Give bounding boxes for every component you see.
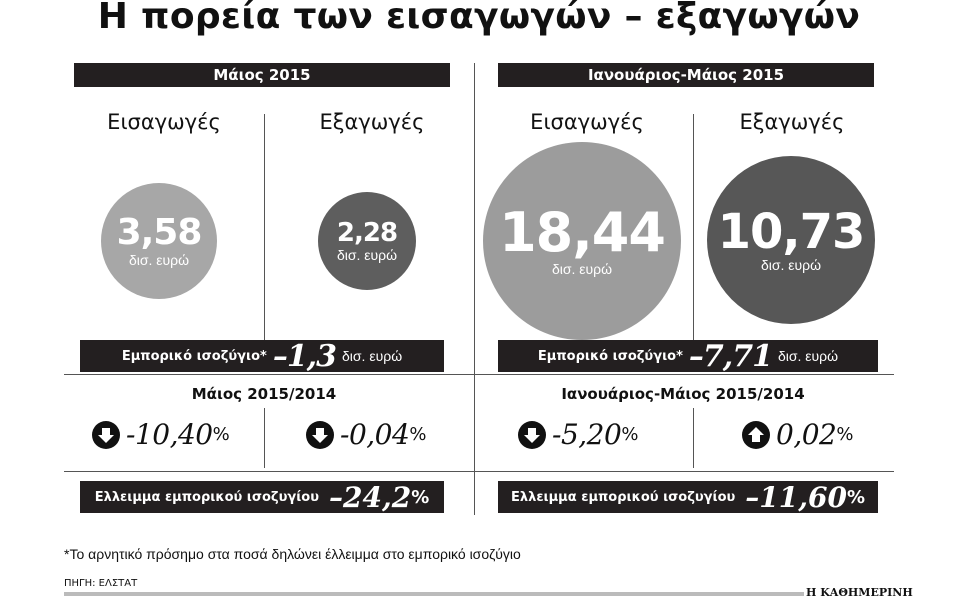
left-balance-bar: Εμπορικό ισοζύγιο* –1,3 δισ. ευρώ: [80, 338, 444, 374]
right-exports-value: 10,73: [717, 204, 866, 260]
right-compare-label: Ιανουάριος-Μάιος 2015/2014: [561, 385, 805, 403]
right-imports-value: 18,44: [499, 201, 666, 264]
left-exports-label: Εξαγωγές: [319, 110, 425, 134]
right-exports-label: Εξαγωγές: [739, 110, 845, 134]
right-divider: [693, 114, 694, 340]
right-imports-circle: 18,44 δισ. ευρώ: [483, 142, 681, 340]
left-exports-unit: δισ. ευρώ: [336, 247, 398, 263]
page-title: Η πορεία των εισαγωγών – εξαγωγών: [97, 0, 861, 37]
right-deficit-value: –11,60: [745, 480, 847, 514]
right-panel-header: Ιανουάριος-Μάιος 2015: [498, 63, 874, 87]
right-exports-change-value: 0,02: [776, 418, 837, 451]
arrow-up-icon: [742, 420, 770, 449]
left-imports-unit: δισ. ευρώ: [128, 252, 190, 268]
left-balance-value: –1,3: [272, 338, 337, 374]
left-exports-change-unit: %: [409, 424, 427, 445]
left-compare-divider: [264, 408, 265, 468]
left-divider: [264, 114, 265, 340]
left-imports-value: 3,58: [116, 212, 203, 253]
footnote: *Το αρνητικό πρόσημο στα ποσά δηλώνει έλ…: [64, 546, 521, 562]
right-balance-value: –7,71: [688, 338, 773, 374]
right-imports-change-value: -5,20: [552, 418, 622, 451]
left-exports-value: 2,28: [336, 218, 398, 248]
left-imports-circle: 3,58 δισ. ευρώ: [101, 183, 217, 299]
left-balance-label: Εμπορικό ισοζύγιο*: [121, 348, 267, 364]
left-imports-label: Εισαγωγές: [107, 110, 221, 134]
right-separator: [474, 374, 894, 375]
left-balance-unit: δισ. ευρώ: [342, 348, 403, 364]
right-compare-divider: [693, 408, 694, 468]
right-deficit-bar: Ελλειμμα εμπορικού ισοζυγίου –11,60%: [498, 480, 878, 514]
brand-logo: Η ΚΑΘΗΜΕΡΙΝΗ: [806, 586, 913, 599]
left-exports-change-value: -0,04: [340, 418, 410, 451]
source-credit: ΠΗΓΗ: ΕΛΣΤΑΤ: [64, 578, 138, 589]
left-imports-change: -10,40%: [92, 418, 230, 451]
right-exports-change: 0,02%: [742, 418, 853, 451]
left-deficit-label: Ελλειμμα εμπορικού ισοζυγίου: [94, 489, 320, 505]
arrow-down-icon: [306, 420, 334, 449]
left-exports-circle: 2,28 δισ. ευρώ: [318, 192, 416, 290]
right-deficit-label: Ελλειμμα εμπορικού ισοζυγίου: [510, 489, 736, 505]
arrow-down-icon: [92, 420, 120, 449]
right-deficit-unit: %: [846, 486, 866, 508]
arrow-down-icon: [518, 420, 546, 449]
right-balance-unit: δισ. ευρώ: [777, 348, 839, 364]
left-deficit-value: –24,2: [329, 480, 412, 514]
right-exports-change-unit: %: [836, 424, 854, 445]
center-divider: [474, 63, 475, 515]
right-imports-change: -5,20%: [518, 418, 638, 451]
footer-rule: [64, 592, 804, 596]
right-balance-label: Εμπορικό ισοζύγιο*: [537, 348, 683, 364]
left-deficit-bar: Ελλειμμα εμπορικού ισοζυγίου –24,2%: [80, 480, 444, 514]
right-exports-unit: δισ. ευρώ: [760, 257, 822, 273]
left-compare-label: Μάιος 2015/2014: [191, 385, 337, 403]
right-imports-change-unit: %: [621, 424, 639, 445]
right-exports-circle: 10,73 δισ. ευρώ: [707, 156, 875, 324]
left-exports-change: -0,04%: [306, 418, 426, 451]
left-panel-header: Μάιος 2015: [74, 63, 450, 87]
right-imports-unit: δισ. ευρώ: [551, 261, 613, 277]
right-separator-2: [474, 471, 894, 472]
right-imports-label: Εισαγωγές: [530, 110, 644, 134]
left-separator-2: [64, 471, 474, 472]
right-balance-bar: Εμπορικό ισοζύγιο* –7,71 δισ. ευρώ: [498, 338, 878, 374]
left-imports-change-unit: %: [212, 424, 230, 445]
left-imports-change-value: -10,40: [126, 418, 213, 451]
left-separator: [64, 374, 474, 375]
left-deficit-unit: %: [411, 486, 430, 508]
